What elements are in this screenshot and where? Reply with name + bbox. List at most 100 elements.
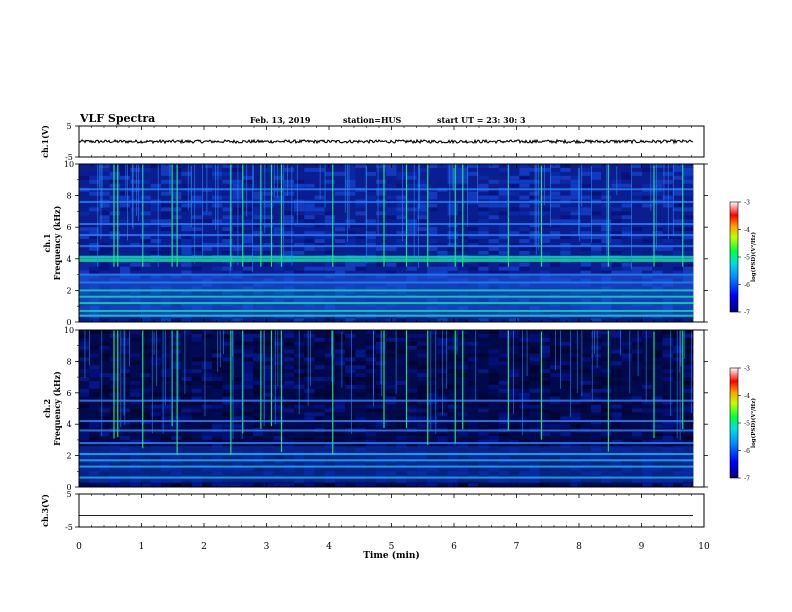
- spectrogram-texture: [79, 270, 90, 275]
- spectrogram-texture: [662, 436, 673, 440]
- spectrogram-texture: [120, 318, 131, 323]
- spectrogram-texture: [314, 345, 325, 350]
- y-axis-label-line: ch.1: [42, 233, 52, 252]
- spectrogram-texture: [120, 483, 131, 487]
- spectrogram-texture: [621, 203, 632, 208]
- spectrogram-texture: [611, 349, 622, 354]
- spectrogram-texture: [263, 215, 274, 220]
- spectrogram-texture: [273, 384, 284, 389]
- spectrogram-texture: [314, 420, 325, 425]
- spectrogram-texture: [273, 353, 284, 358]
- spectrogram-texture: [683, 341, 694, 346]
- spectrogram-texture: [519, 381, 530, 385]
- spectrogram-texture: [222, 215, 233, 220]
- spectrogram-texture: [283, 266, 294, 271]
- spectrogram-texture: [396, 215, 407, 220]
- spectrogram-texture: [130, 408, 141, 413]
- spectrogram-texture: [345, 171, 356, 176]
- spectrogram-texture: [79, 191, 90, 196]
- spectrogram-texture: [314, 388, 325, 393]
- spectrogram-texture: [386, 171, 397, 176]
- spectrogram-texture: [498, 432, 509, 436]
- spectrogram-texture: [416, 179, 428, 184]
- spectrogram-texture: [375, 408, 387, 413]
- spectrogram-texture: [365, 361, 376, 366]
- spectrogram-texture: [283, 408, 294, 413]
- spectrogram-texture: [191, 408, 202, 413]
- frequency-band: [79, 302, 694, 305]
- spectrogram-texture: [683, 207, 694, 212]
- spectrogram-texture: [498, 195, 509, 200]
- spectrogram-texture: [591, 353, 602, 358]
- spectrogram-texture: [109, 203, 120, 208]
- spectrogram-texture: [550, 318, 561, 323]
- spectrogram-texture: [560, 377, 571, 381]
- spectrogram-texture: [324, 388, 335, 393]
- spectrogram-texture: [580, 215, 591, 220]
- spectrogram-texture: [365, 381, 376, 385]
- spectrogram-texture: [457, 318, 469, 323]
- spectrogram-texture: [570, 270, 581, 275]
- spectrogram-texture: [591, 439, 602, 444]
- spectrogram-texture: [519, 416, 530, 421]
- spectrogram-texture: [427, 243, 438, 247]
- spectrogram-texture: [99, 318, 110, 323]
- spectrogram-texture: [662, 341, 673, 346]
- spectrogram-texture: [355, 416, 366, 421]
- spectrogram-texture: [253, 400, 264, 405]
- spectrogram-texture: [560, 432, 571, 436]
- spectrogram-texture: [478, 443, 489, 448]
- spectrogram-texture: [345, 231, 356, 236]
- spectrogram-texture: [396, 318, 407, 323]
- spectrogram-texture: [120, 262, 131, 267]
- spectrogram-texture: [120, 183, 131, 188]
- spectrogram-texture: [580, 183, 591, 188]
- spectrogram-texture: [355, 436, 366, 440]
- spectrogram-texture: [601, 357, 612, 362]
- spectrogram-texture: [601, 436, 612, 440]
- spectrogram-texture: [273, 183, 284, 188]
- spectrogram-texture: [171, 243, 182, 247]
- spectrogram-texture: [263, 250, 274, 255]
- y-axis-label-line: Frequency (kHz): [52, 371, 62, 446]
- spectrogram-texture: [591, 404, 602, 409]
- frequency-band: [79, 255, 694, 259]
- spectrogram-texture: [140, 483, 151, 487]
- spectrogram-texture: [375, 179, 387, 184]
- spectrogram-texture: [580, 408, 591, 413]
- spectrogram-texture: [406, 345, 417, 350]
- spectrogram-texture: [416, 392, 428, 397]
- spectrogram-texture: [99, 164, 110, 168]
- spectrogram-texture: [672, 191, 684, 196]
- spectrogram-texture: [652, 191, 663, 196]
- spectrogram-texture: [365, 345, 376, 350]
- spectrogram-texture: [130, 392, 141, 397]
- spectrogram-texture: [89, 171, 100, 176]
- spectrogram-texture: [642, 361, 653, 366]
- x-tick-label: 1: [139, 542, 145, 552]
- frequency-band: [79, 465, 694, 468]
- spectrogram-texture: [427, 424, 438, 429]
- spectrogram-texture: [386, 227, 397, 232]
- spectrogram-texture: [365, 349, 376, 354]
- spectrogram-texture: [314, 404, 325, 409]
- spectrogram-texture: [642, 369, 653, 374]
- x-tick-label: 0: [76, 542, 82, 552]
- spectrogram-texture: [375, 167, 387, 172]
- spectrogram-texture: [171, 345, 182, 350]
- spectrogram-texture: [355, 373, 366, 378]
- spectrogram-texture: [509, 424, 520, 429]
- spectrogram-texture: [130, 412, 141, 417]
- spectrogram-texture: [611, 243, 622, 247]
- spectrogram-texture: [570, 404, 581, 409]
- spectrogram-texture: [140, 412, 151, 417]
- spectrogram-texture: [406, 183, 417, 188]
- spectrogram-texture: [437, 164, 448, 168]
- spectrogram-texture: [201, 377, 213, 381]
- spectrogram-texture: [396, 436, 407, 440]
- spectrogram-texture: [447, 235, 458, 240]
- spectrogram-texture: [642, 203, 653, 208]
- spectrogram-texture: [263, 203, 274, 208]
- spectrogram-texture: [273, 408, 284, 413]
- spectrogram-texture: [683, 349, 694, 354]
